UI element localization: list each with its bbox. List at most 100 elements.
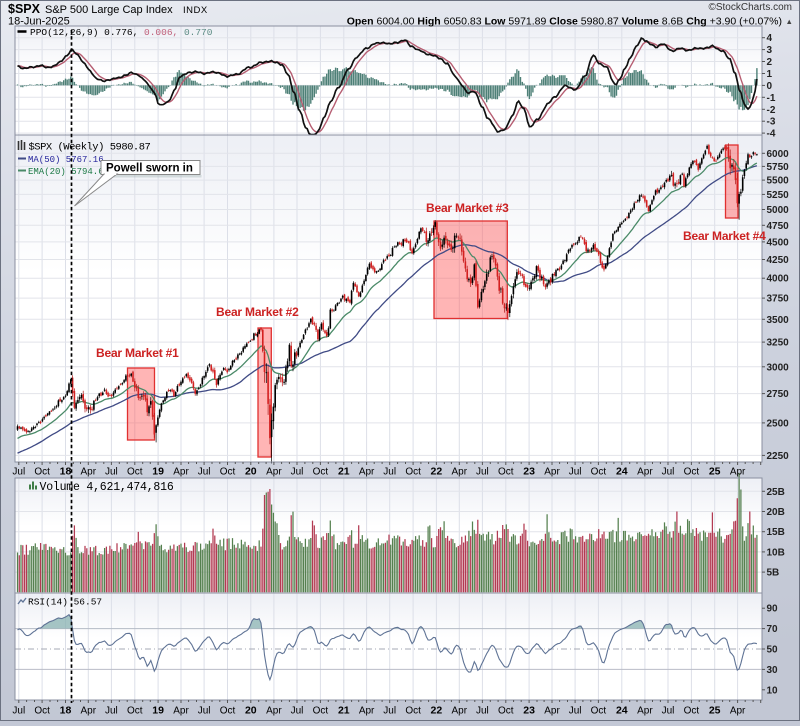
svg-text:25: 25 <box>709 705 721 717</box>
svg-text:70: 70 <box>767 624 779 635</box>
svg-text:3250: 3250 <box>767 338 790 349</box>
svg-text:Jul: Jul <box>476 467 489 478</box>
svg-text:Open 6004.00 High 6050.83 Low: Open 6004.00 High 6050.83 Low 5971.89 Cl… <box>347 16 782 28</box>
svg-text:Apr: Apr <box>544 706 560 717</box>
svg-text:24: 24 <box>616 705 628 717</box>
svg-text:4000: 4000 <box>767 274 790 285</box>
svg-text:20: 20 <box>245 466 257 478</box>
svg-text:Apr: Apr <box>637 706 653 717</box>
svg-text:Apr: Apr <box>452 467 468 478</box>
svg-text:Jul: Jul <box>198 706 211 717</box>
svg-text:MA(50) 5767.16: MA(50) 5767.16 <box>28 155 104 165</box>
svg-text:Jul: Jul <box>12 706 25 717</box>
svg-text:Oct: Oct <box>34 467 50 478</box>
svg-text:25: 25 <box>709 466 721 478</box>
svg-text:Apr: Apr <box>266 706 282 717</box>
svg-text:0: 0 <box>767 81 773 92</box>
svg-text:18: 18 <box>60 705 72 717</box>
svg-text:Oct: Oct <box>498 467 514 478</box>
svg-text:3500: 3500 <box>767 315 790 326</box>
svg-text:Volume 4,621,474,816: Volume 4,621,474,816 <box>40 481 174 494</box>
svg-text:Jul: Jul <box>105 706 118 717</box>
svg-text:Apr: Apr <box>730 706 746 717</box>
svg-text:20B: 20B <box>767 507 785 518</box>
svg-text:▲: ▲ <box>786 17 793 26</box>
svg-text:Oct: Oct <box>34 706 50 717</box>
svg-text:90: 90 <box>767 604 779 615</box>
svg-text:1: 1 <box>767 69 773 80</box>
svg-text:Oct: Oct <box>498 706 514 717</box>
svg-text:3: 3 <box>767 45 773 56</box>
svg-text:Oct: Oct <box>313 706 329 717</box>
svg-text:Oct: Oct <box>591 706 607 717</box>
svg-text:EMA(20) 5794.62: EMA(20) 5794.62 <box>28 167 109 177</box>
svg-text:Jul: Jul <box>662 706 675 717</box>
svg-text:Oct: Oct <box>313 467 329 478</box>
svg-text:Oct: Oct <box>127 706 143 717</box>
svg-text:2250: 2250 <box>767 451 790 462</box>
svg-text:Oct: Oct <box>220 706 236 717</box>
svg-text:10: 10 <box>767 685 779 696</box>
svg-text:Powell sworn in: Powell sworn in <box>106 163 193 175</box>
svg-text:19: 19 <box>152 466 164 478</box>
svg-text:Oct: Oct <box>405 467 421 478</box>
svg-text:2750: 2750 <box>767 389 790 400</box>
svg-text:Jul: Jul <box>291 706 304 717</box>
svg-text:-4: -4 <box>767 129 776 140</box>
svg-text:Oct: Oct <box>684 706 700 717</box>
svg-text:Apr: Apr <box>81 467 97 478</box>
svg-text:3000: 3000 <box>767 362 790 373</box>
svg-text:22: 22 <box>431 705 443 717</box>
svg-text:$SPX (Weekly) 5980.87: $SPX (Weekly) 5980.87 <box>29 142 151 154</box>
svg-text:4250: 4250 <box>767 255 790 266</box>
svg-text:4500: 4500 <box>767 237 790 248</box>
svg-text:-2: -2 <box>767 105 776 116</box>
svg-text:Jul: Jul <box>12 467 25 478</box>
svg-text:6000: 6000 <box>767 149 790 160</box>
svg-text:5750: 5750 <box>767 162 790 173</box>
svg-text:5250: 5250 <box>767 190 790 201</box>
svg-text:Apr: Apr <box>173 706 189 717</box>
svg-text:25B: 25B <box>767 487 785 498</box>
svg-text:Jul: Jul <box>383 706 396 717</box>
svg-text:24: 24 <box>616 466 628 478</box>
svg-text:Jul: Jul <box>569 706 582 717</box>
svg-text:50: 50 <box>767 645 779 656</box>
svg-text:©StockCharts.com: ©StockCharts.com <box>708 2 792 13</box>
svg-text:Oct: Oct <box>591 467 607 478</box>
svg-text:23: 23 <box>523 705 535 717</box>
svg-text:4: 4 <box>767 33 773 44</box>
svg-text:Apr: Apr <box>266 467 282 478</box>
svg-text:Apr: Apr <box>637 467 653 478</box>
svg-text:Jul: Jul <box>662 467 675 478</box>
svg-text:30: 30 <box>767 665 779 676</box>
svg-text:Jul: Jul <box>105 467 118 478</box>
svg-text:5000: 5000 <box>767 205 790 216</box>
svg-text:5500: 5500 <box>767 176 790 187</box>
svg-text:INDX: INDX <box>183 5 208 16</box>
svg-text:Apr: Apr <box>81 706 97 717</box>
svg-text:Apr: Apr <box>359 467 375 478</box>
svg-text:Oct: Oct <box>127 467 143 478</box>
svg-text:Jul: Jul <box>569 467 582 478</box>
svg-text:RSI(14) 56.57: RSI(14) 56.57 <box>28 597 102 608</box>
svg-text:23: 23 <box>523 466 535 478</box>
svg-text:Oct: Oct <box>684 467 700 478</box>
svg-text:$SPX: $SPX <box>8 2 41 16</box>
svg-text:15B: 15B <box>767 527 785 538</box>
svg-text:Apr: Apr <box>730 467 746 478</box>
svg-text:Jul: Jul <box>291 467 304 478</box>
svg-text:Jul: Jul <box>383 467 396 478</box>
svg-text:Apr: Apr <box>359 706 375 717</box>
svg-text:19: 19 <box>152 705 164 717</box>
svg-text:18-Jun-2025: 18-Jun-2025 <box>8 16 70 28</box>
svg-text:18: 18 <box>60 466 72 478</box>
svg-text:Apr: Apr <box>173 467 189 478</box>
svg-text:4750: 4750 <box>767 221 790 232</box>
svg-text:Bear Market #1: Bear Market #1 <box>96 346 179 360</box>
svg-text:Bear Market #3: Bear Market #3 <box>426 201 509 215</box>
svg-text:Apr: Apr <box>452 706 468 717</box>
svg-text:21: 21 <box>338 705 350 717</box>
svg-text:Oct: Oct <box>405 706 421 717</box>
svg-text:Apr: Apr <box>544 467 560 478</box>
